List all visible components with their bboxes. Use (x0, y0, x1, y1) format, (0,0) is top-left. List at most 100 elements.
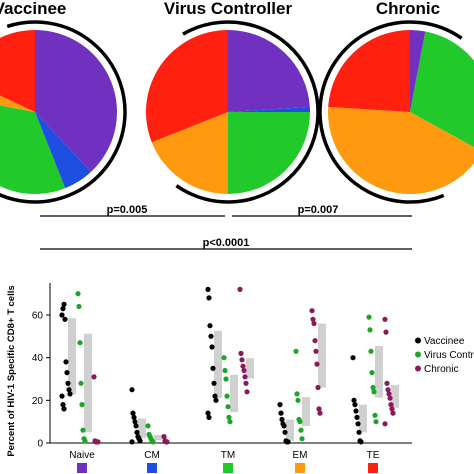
dot-chronic-tm (240, 363, 246, 369)
dot-chronic-em (313, 348, 319, 354)
legend-marker-vaccinee (415, 337, 421, 344)
category-swatch-te (368, 463, 378, 473)
pie-virus-controller (146, 20, 320, 204)
y-tick-label-60: 60 (32, 311, 44, 322)
pie-slice-virus-controller-tm (228, 112, 310, 194)
dot-virus-controller-tm (226, 414, 232, 420)
dot-vaccinee-tm (211, 380, 217, 386)
dot-vaccinee-naive (59, 312, 65, 318)
dot-chronic-te (389, 406, 395, 412)
dot-virus-controller-em (299, 436, 305, 442)
x-tick-label-cm: CM (144, 450, 160, 461)
dot-chronic-naive (91, 374, 97, 380)
dot-virus-controller-naive (82, 438, 88, 444)
dot-virus-controller-te (371, 389, 377, 395)
dot-chronic-tm (242, 374, 248, 380)
dot-virus-controller-naive (80, 427, 86, 433)
pie-title-vaccinee: Vaccinee (0, 0, 66, 18)
dot-series-virus-controller (75, 291, 379, 445)
dot-chronic-naive (95, 439, 101, 445)
iqr-bar-vaccinee-cm (138, 418, 146, 439)
x-tick-label-te: TE (367, 450, 380, 461)
y-axis-label: Percent of HIV-1 Specific CD8+ T cells (6, 285, 17, 456)
dot-series-vaccinee (59, 286, 364, 445)
dot-chronic-te (382, 421, 388, 427)
dot-virus-controller-tm (227, 419, 233, 425)
dot-virus-controller-tm (222, 367, 228, 374)
dot-vaccinee-tm (206, 295, 212, 301)
pie-slice-chronic-tm (410, 31, 474, 148)
pie-title-virus-controller: Virus Controller (164, 0, 293, 18)
dot-vaccinee-tm (210, 365, 216, 371)
dot-vaccinee-tm (206, 414, 212, 420)
dot-vaccinee-tm (213, 397, 219, 403)
dot-vaccinee-naive (61, 406, 67, 412)
dot-chronic-tm (239, 357, 245, 363)
p-value-1: p=0.005 (107, 204, 148, 216)
dot-virus-controller-tm (225, 404, 231, 410)
dot-virus-controller-tm (223, 376, 229, 382)
dot-chronic-cm (164, 439, 170, 445)
dot-vaccinee-cm (137, 438, 143, 444)
iqr-bar-vaccinee-em (286, 419, 294, 441)
pie-bracket-virus-controller (175, 20, 320, 204)
dot-vaccinee-tm (205, 286, 211, 292)
pie-bracket-chronic (318, 20, 463, 204)
iqr-bar-virus-controller-em (302, 397, 310, 426)
dot-vaccinee-cm (131, 414, 137, 420)
dot-vaccinee-tm (208, 333, 214, 339)
dot-vaccinee-cm (130, 410, 136, 416)
pie-slice-virus-controller-naive (228, 30, 310, 112)
pie-slice-virus-controller-cm (228, 106, 310, 112)
x-tick-label-naive: Naive (69, 450, 95, 461)
category-swatch-cm (147, 463, 157, 473)
legend-label-vaccinee: Vaccinee (424, 336, 465, 347)
dot-vaccinee-em (279, 416, 285, 423)
category-swatch-naive (77, 463, 87, 473)
dot-vaccinee-em (278, 410, 284, 416)
legend-marker-virus-controller (415, 351, 421, 358)
pie-title-chronic: Chronic (376, 0, 440, 18)
x-tick-label-em: EM (293, 450, 308, 461)
dot-vaccinee-em (281, 423, 287, 429)
dot-vaccinee-tm (212, 393, 218, 399)
dot-chronic-te (388, 402, 394, 408)
dot-chronic-em (309, 308, 315, 314)
iqr-bar-virus-controller-naive (84, 333, 92, 433)
pie-slice-chronic-naive (410, 29, 426, 112)
dot-vaccinee-naive (64, 370, 70, 376)
dot-virus-controller-cm (150, 439, 156, 445)
dot-vaccinee-te (352, 402, 358, 408)
pie-slice-chronic-em (328, 106, 474, 194)
dot-virus-controller-em (298, 427, 304, 433)
y-tick-label-0: 0 (37, 439, 43, 450)
dot-vaccinee-te (358, 439, 364, 445)
p-value-2: p=0.007 (298, 204, 339, 216)
dot-vaccinee-te (354, 414, 360, 420)
dot-vaccinee-tm (205, 410, 211, 416)
dot-virus-controller-naive (76, 303, 82, 310)
pie-bracket-vaccinee (0, 20, 127, 204)
dot-virus-controller-em (293, 348, 299, 354)
pie-panel: Vaccinee Virus Controller Chronic p=0.005 p=… (0, 0, 474, 250)
dot-chronic-em (312, 338, 318, 344)
dot-vaccinee-cm (129, 439, 135, 445)
iqr-bar-virus-controller-tm (230, 374, 238, 413)
dot-virus-controller-naive (79, 402, 85, 408)
dot-vaccinee-tm (209, 344, 215, 350)
dot-virus-controller-cm (145, 423, 151, 429)
dot-virus-controller-te (369, 370, 375, 376)
dot-vaccinee-cm (132, 419, 138, 425)
dot-virus-controller-naive (75, 291, 81, 297)
dot-chronic-cm (161, 434, 167, 440)
pie-slice-virus-controller-em (151, 112, 228, 194)
dot-virus-controller-te (370, 384, 376, 391)
x-tick-label-tm: TM (221, 450, 235, 461)
dot-chronic-te (384, 380, 390, 386)
dot-chronic-tm (237, 286, 243, 292)
iqr-bar-chronic-tm (246, 358, 254, 379)
legend-label-chronic: Chronic (424, 364, 458, 375)
dot-virus-controller-te (367, 327, 373, 333)
dot-chronic-te (382, 316, 388, 322)
